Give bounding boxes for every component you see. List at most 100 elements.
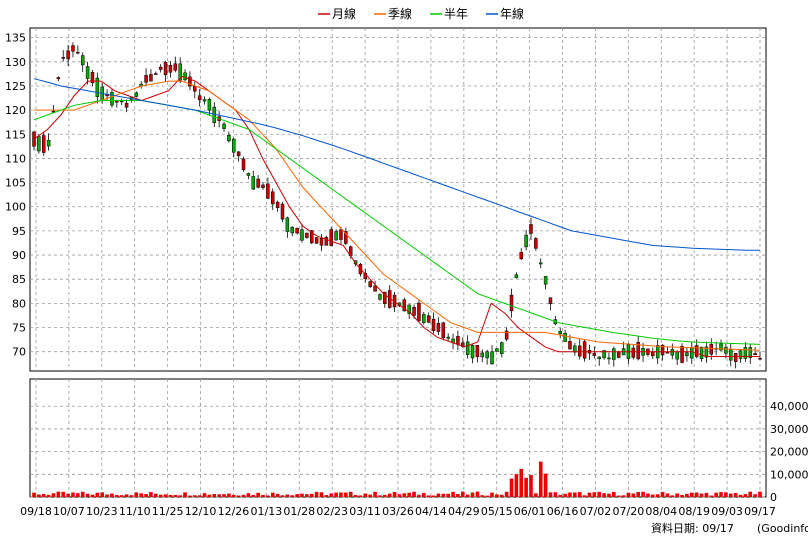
candle-body [709, 343, 714, 355]
candle-body [202, 99, 207, 102]
volume-bar [368, 494, 373, 497]
volume-bar [402, 493, 407, 497]
volume-bar [124, 494, 129, 497]
candle-body [32, 131, 36, 147]
volume-bar [305, 494, 309, 497]
volume-bar [724, 492, 728, 497]
candle-body [193, 85, 197, 92]
volume-bar [441, 493, 446, 497]
volume-bar [66, 493, 70, 497]
legend-label-1: 季線 [388, 6, 412, 21]
candle-body [582, 341, 587, 359]
x-tick-label: 01/13 [251, 505, 283, 518]
x-tick-label: 09/17 [744, 505, 776, 518]
volume-bar [188, 495, 192, 497]
candle-body [524, 234, 528, 248]
candle-body [665, 352, 670, 354]
volume-tick-label: 20,000 [770, 446, 808, 459]
candle-body [470, 345, 475, 359]
price-tick-label: 95 [12, 225, 26, 238]
candle-body [324, 237, 329, 246]
candle-body [207, 98, 212, 111]
candle-body [232, 138, 236, 153]
candle-body [41, 135, 46, 153]
volume-bar [46, 494, 51, 497]
volume-bar [582, 495, 587, 497]
volume-bar [431, 495, 436, 497]
ma-line-3 [33, 78, 760, 251]
candle-body [694, 345, 699, 358]
volume-bar [407, 492, 411, 497]
volume-bar [173, 494, 178, 497]
x-tick-label: 02/23 [316, 505, 348, 518]
candle-body [733, 353, 738, 362]
volume-bar [231, 494, 236, 497]
price-tick-label: 75 [12, 322, 26, 335]
volume-bar [339, 492, 343, 497]
x-tick-label: 10/07 [53, 505, 85, 518]
volume-bar [397, 494, 402, 497]
candle-body [538, 262, 543, 265]
volume-bar [563, 493, 567, 497]
volume-bar [383, 494, 387, 497]
volume-bar [573, 492, 577, 497]
candle-body [168, 65, 173, 73]
volume-bar [475, 491, 480, 497]
volume-bar [290, 495, 295, 497]
volume-bar [295, 494, 299, 497]
candle-body [158, 66, 163, 70]
candle-body [485, 351, 489, 359]
candle-body [285, 217, 290, 232]
volume-bar [568, 492, 572, 497]
candle-body [704, 346, 709, 358]
volume-bar [344, 492, 348, 497]
volume-bar [154, 493, 158, 497]
x-tick-label: 05/15 [481, 505, 513, 518]
ma-line-1 [34, 80, 761, 351]
candle-body [236, 151, 241, 157]
volume-bar [485, 495, 489, 497]
volume-bar [655, 494, 660, 497]
volume-bar [758, 491, 762, 497]
volume-bar [577, 492, 582, 497]
candle-body [66, 50, 70, 60]
candle-body [446, 336, 450, 339]
volume-bar [426, 495, 431, 497]
candle-body [290, 227, 294, 234]
volume-bar [680, 494, 684, 497]
candle-body [636, 341, 640, 360]
volume-bar [534, 493, 538, 497]
volume-bar [626, 492, 631, 497]
candle-body [149, 74, 153, 82]
candle-body [241, 158, 246, 171]
x-tick-label: 01/28 [283, 505, 315, 518]
candle-body [612, 348, 616, 360]
volume-bar [222, 494, 226, 497]
candle-body [119, 100, 124, 103]
candle-body [46, 140, 51, 147]
volume-bar [373, 491, 377, 497]
volume-bar [470, 492, 475, 497]
volume-tick-label: 0 [770, 491, 777, 504]
candle-body [670, 349, 675, 356]
volume-bar [529, 475, 533, 497]
volume-bar [665, 493, 670, 497]
candle-body [71, 45, 75, 52]
candle-body [266, 183, 270, 199]
candle-body [271, 191, 275, 205]
price-axis-ticks: 70 75 80 85 90 95 100 105 110 115 120 125 130 135 [5, 32, 26, 359]
candle-body [563, 332, 567, 342]
candle-body [61, 57, 65, 59]
grid [30, 28, 766, 498]
volume-bar [348, 491, 353, 497]
volume-bar [329, 493, 334, 497]
candle-body [173, 63, 178, 71]
candle-body [456, 336, 460, 345]
candle-body [558, 331, 562, 335]
volume-bar [236, 495, 241, 497]
candle-body [90, 71, 95, 84]
volume-bar [41, 493, 46, 497]
price-tick-label: 100 [5, 201, 26, 214]
volume-bar [285, 494, 290, 497]
moving-average-lines [33, 75, 761, 357]
